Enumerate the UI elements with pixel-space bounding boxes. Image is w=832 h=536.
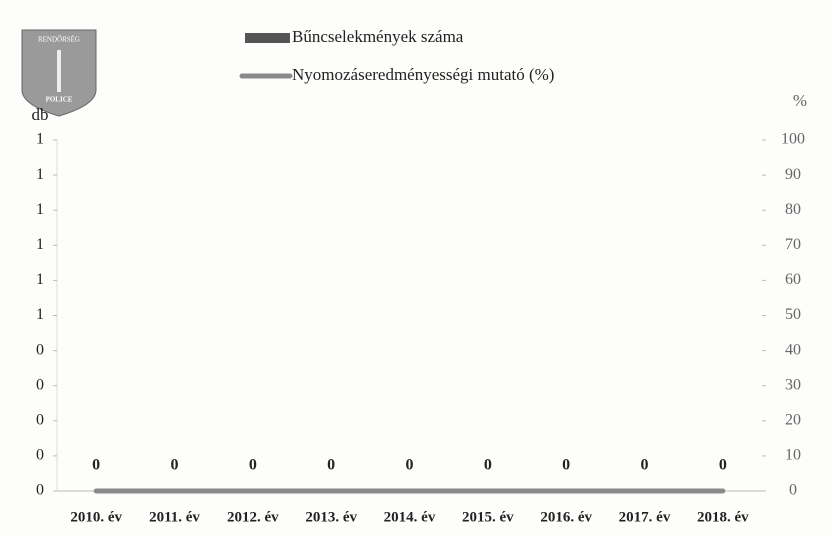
x-tick-label: 2015. év [462,509,514,525]
y-tick-label: 0 [36,341,44,358]
y-tick-label: 1 [36,306,44,323]
y-tick-label: 0 [36,376,44,393]
y-tick-label: 1 [36,236,44,253]
logo-bottom: POLICE [46,96,73,104]
x-tick-label: 2010. év [70,509,122,525]
y-axis-title: db [32,105,49,124]
x-tick-label: 2012. év [227,509,279,525]
y-tick-label: 1 [36,131,44,148]
y2-tick-label: 30 [785,376,801,393]
y2-axis-title: % [793,91,807,110]
bar-value-label: 0 [484,457,492,474]
y2-tick-label: 20 [785,411,801,428]
y2-tick-label: 90 [785,166,801,183]
bar-value-label: 0 [327,457,335,474]
bar-value-label: 0 [92,457,100,474]
y2-tick-label: 0 [789,482,797,499]
y-tick-label: 1 [36,166,44,183]
bar-value-label: 0 [249,457,257,474]
y2-tick-label: 40 [785,341,801,358]
y2-tick-label: 50 [785,306,801,323]
legend-label: Nyomozáseredményességi mutató (%) [292,65,554,84]
x-tick-label: 2016. év [540,509,592,525]
bar-value-label: 0 [171,457,179,474]
x-tick-label: 2013. év [305,509,357,525]
y2-tick-label: 70 [785,236,801,253]
logo: RENDŐRSÉG POLICE [21,29,97,117]
x-tick-label: 2018. év [697,509,749,525]
legend-swatch [245,33,290,43]
y2-tick-label: 10 [785,447,801,464]
bar-value-label: 0 [406,457,414,474]
legend-label: Bűncselekmények száma [292,27,464,46]
y-tick-label: 1 [36,271,44,288]
x-tick-label: 2011. év [149,509,200,525]
x-tick-label: 2017. év [619,509,671,525]
y2-tick-label: 100 [781,131,805,148]
y-tick-label: 0 [36,482,44,499]
bar-value-label: 0 [719,457,727,474]
x-tick-label: 2014. év [384,509,436,525]
logo-top: RENDŐRSÉG [38,36,80,44]
y-tick-label: 1 [36,201,44,218]
y2-tick-label: 60 [785,271,801,288]
y-tick-label: 0 [36,447,44,464]
y-tick-label: 0 [36,411,44,428]
y2-tick-label: 80 [785,201,801,218]
bar-value-label: 0 [562,457,570,474]
bar-value-label: 0 [641,457,649,474]
